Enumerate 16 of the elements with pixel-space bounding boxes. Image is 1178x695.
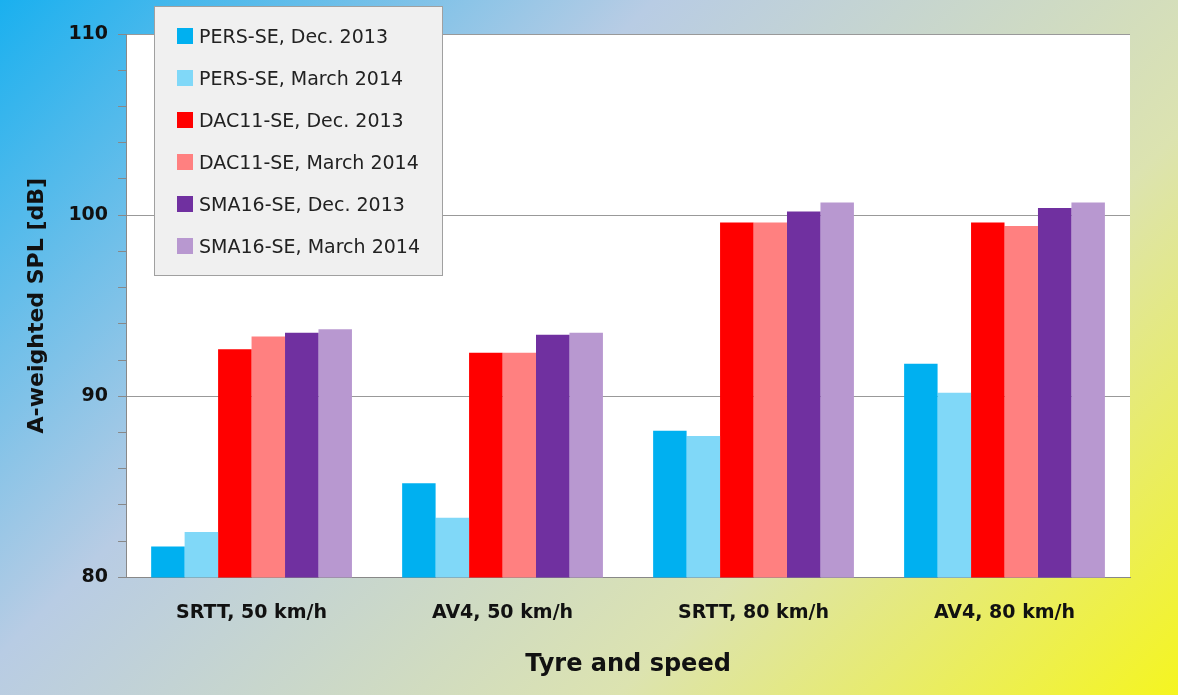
x-tick-label: AV4, 50 km/h [431,599,574,622]
x-tick-label: AV4, 80 km/h [933,599,1076,622]
y-tick-label: 100 [68,202,109,225]
legend-label: SMA16-SE, March 2014 [199,235,420,257]
legend-label: PERS-SE, Dec. 2013 [199,25,388,47]
x-axis-title: Tyre and speed [525,648,731,677]
y-axis-title: A-weighted SPL [dB] [22,177,48,434]
x-tick-label: SRTT, 80 km/h [678,599,829,622]
x-tick-label: SRTT, 50 km/h [176,599,328,622]
legend-label: SMA16-SE, Dec. 2013 [199,193,405,215]
legend-label: DAC11-SE, March 2014 [199,151,419,173]
legend-label: DAC11-SE, Dec. 2013 [199,109,404,131]
y-tick-label: 90 [81,383,109,406]
legend-label: PERS-SE, March 2014 [199,67,404,89]
y-tick-label: 110 [68,20,109,43]
y-tick-label: 80 [81,564,109,587]
